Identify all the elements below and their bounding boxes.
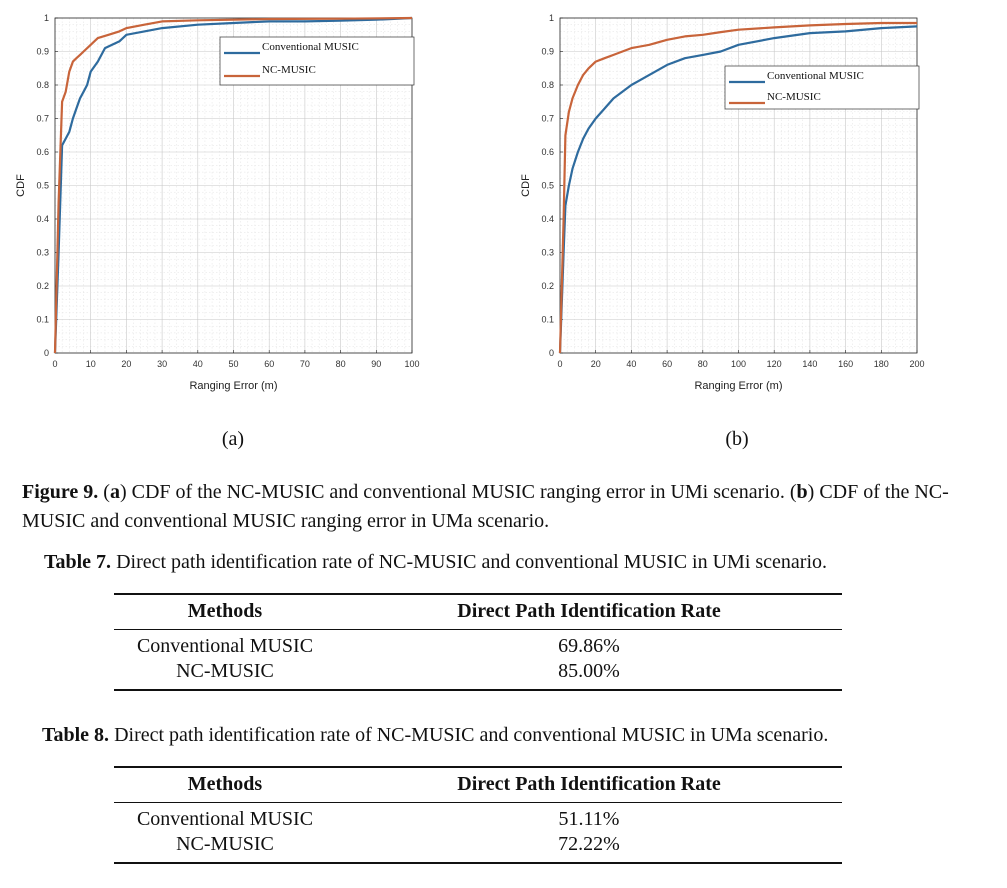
y-tick-label: 0.6 [36,147,49,157]
table-7: Methods Direct Path Identification Rate … [114,593,842,691]
y-tick-label: 0.3 [541,248,554,258]
table-header-rate: Direct Path Identification Rate [336,766,842,803]
y-tick-label: 0 [44,348,49,358]
legend: Conventional MUSIC NC-MUSIC [219,36,415,86]
x-axis-label: Ranging Error (m) [189,380,277,392]
grid [55,18,412,353]
legend-box [724,65,920,110]
y-tick-label: 0.7 [541,114,554,124]
x-tick-label: 0 [557,359,562,369]
x-tick-label: 30 [157,359,167,369]
x-tick-label: 80 [698,359,708,369]
x-tick-label: 40 [626,359,636,369]
x-tick-label: 200 [909,359,924,369]
y-tick-label: 0.8 [36,80,49,90]
x-axis-label: Ranging Error (m) [694,380,782,392]
chart-umi-cdf: 0 10 20 30 40 50 60 70 80 90 100 0 0.1 0.2 0.3 0.4 0.5 0.… [15,13,420,392]
y-axis-label: CDF [520,174,532,197]
figure-caption-a-letter: a [109,481,120,503]
y-tick-label: 0.4 [36,214,49,224]
table-row: Conventional MUSIC 69.86% [114,630,842,660]
x-tick-label: 50 [228,359,238,369]
x-tick-label: 80 [336,359,346,369]
y-axis-label: CDF [15,174,27,197]
legend-label: NC-MUSIC [262,64,316,76]
y-tick-label: 0.9 [541,47,554,57]
series-line-conventional-music [53,16,413,354]
x-tick-label: 100 [731,359,746,369]
series-line-conventional-music [558,25,918,354]
y-tick-label: 0 [549,348,554,358]
table-cell-rate: 51.11% [558,808,620,830]
chart-uma-cdf: 0 20 40 60 80 100 120 140 160 180 200 0 0.1 0.2 0.3 0.4… [520,13,925,392]
table-8-caption: Table 8. Direct path identification rate… [42,724,828,747]
panel-label-a: (a) [221,428,245,450]
x-tick-label: 60 [662,359,672,369]
y-tick-label: 0.3 [36,248,49,258]
table-cell-method: Conventional MUSIC [136,635,314,657]
y-tick-label: 0.1 [36,315,49,325]
x-tick-label: 0 [52,359,57,369]
y-tick-label: 0.5 [36,181,49,191]
figure-caption-a-text: ) CDF of the NC-MUSIC and conventional M… [119,481,797,503]
y-tick-label: 0.1 [541,315,554,325]
table-7-label: Table 7. [44,551,112,573]
x-tick-label: 100 [404,359,419,369]
y-tick-label: 0.7 [36,114,49,124]
legend-label: NC-MUSIC [767,91,821,103]
figure-caption-b-text: ) CDF of the NC-MUSIC and conventional M… [22,481,949,532]
table-7-caption: Table 7. Direct path identification rate… [44,551,827,574]
table-cell-rate: 69.86% [558,635,620,657]
x-tick-label: 140 [802,359,817,369]
legend: Conventional MUSIC NC-MUSIC [724,65,920,110]
table-row: NC-MUSIC 85.00% [114,659,842,691]
table-header-rate: Direct Path Identification Rate [336,593,842,630]
table-8-caption-text: Direct path identification rate of NC-MU… [114,724,829,746]
table-8-label: Table 8. [42,724,110,746]
x-tick-label: 10 [86,359,96,369]
table-cell-rate: 72.22% [336,832,842,864]
y-tick-label: 1 [44,13,49,23]
figure-caption: Figure 9. (a) CDF of the NC-MUSIC and co… [22,481,949,532]
x-tick-label: 120 [767,359,782,369]
y-tick-label: 0.2 [36,281,49,291]
y-tick-label: 0.8 [541,80,554,90]
x-tick-label: 40 [193,359,203,369]
x-tick-label: 180 [874,359,889,369]
figure-caption-label: Figure 9. [22,481,99,503]
table-7-caption-text: Direct path identification rate of NC-MU… [116,551,828,573]
panel-label-b: (b) [725,428,749,450]
x-tick-label: 20 [121,359,131,369]
table-cell-method: NC-MUSIC [114,832,336,864]
legend-label: Conventional MUSIC [262,41,359,53]
table-header-row: Methods Direct Path Identification Rate [114,766,842,803]
y-tick-label: 0.4 [541,214,554,224]
x-tick-label: 70 [300,359,310,369]
table-cell-method: NC-MUSIC [114,659,336,691]
table-8: Methods Direct Path Identification Rate … [114,766,842,864]
y-tick-label: 1 [549,13,554,23]
x-tick-label: 90 [371,359,381,369]
y-tick-label: 0.2 [541,281,554,291]
x-tick-label: 160 [838,359,853,369]
table-header-row: Methods Direct Path Identification Rate [114,593,842,630]
y-tick-label: 0.6 [541,147,554,157]
series-line-nc-music [53,16,413,354]
series-line-nc-music [558,21,917,354]
table-header-methods: Methods [114,593,336,630]
y-tick-label: 0.9 [36,47,49,57]
x-tick-label: 60 [264,359,274,369]
table-cell-rate: 85.00% [336,659,842,691]
table-row: NC-MUSIC 72.22% [114,832,842,864]
table-header-methods: Methods [114,766,336,803]
x-tick-label: 20 [591,359,601,369]
figure-caption-b-letter: b [796,481,808,503]
y-tick-label: 0.5 [541,181,554,191]
table-cell-method: Conventional MUSIC [136,808,314,830]
legend-label: Conventional MUSIC [767,70,864,82]
table-row: Conventional MUSIC 51.11% [114,803,842,833]
